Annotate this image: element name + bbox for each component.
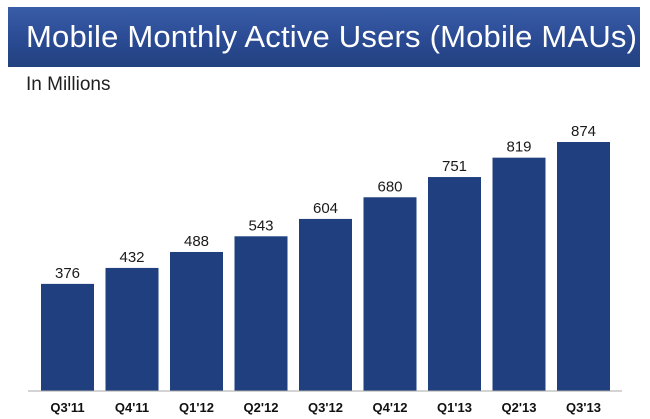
bar-Q4'11 xyxy=(105,267,159,391)
bar-Q3'12 xyxy=(299,218,352,391)
x-tick-label-Q4'11: Q4'11 xyxy=(115,400,149,415)
data-label-Q2'13: 819 xyxy=(506,139,531,156)
data-label-Q4'11: 432 xyxy=(119,249,144,266)
data-label-Q1'13: 751 xyxy=(442,158,467,175)
x-tick-label-Q1'13: Q1'13 xyxy=(437,400,472,415)
bar-Q4'12 xyxy=(363,197,417,391)
data-label-Q4'12: 680 xyxy=(377,178,402,195)
x-tick-label-Q2'13: Q2'13 xyxy=(502,400,537,415)
x-tick-label-Q3'12: Q3'12 xyxy=(308,400,343,415)
x-tick-label-Q1'12: Q1'12 xyxy=(179,400,214,415)
data-label-Q3'11: 376 xyxy=(55,265,80,282)
x-tick-labels-layer: Q3'11 Q4'11 Q1'12 Q2'12 Q3'12 Q4'12 Q1'13 Q2'13… xyxy=(50,400,601,415)
x-tick-label-Q3'13: Q3'13 xyxy=(566,400,601,415)
bar-Q1'12 xyxy=(170,251,223,391)
bar-Q1'13 xyxy=(428,177,481,391)
bar-Q2'13 xyxy=(492,157,546,391)
data-label-Q1'12: 488 xyxy=(184,233,209,250)
chart-subtitle: In Millions xyxy=(26,74,111,95)
data-label-Q2'12: 543 xyxy=(248,217,273,234)
bars-layer xyxy=(41,142,610,391)
x-tick-label-Q4'12: Q4'12 xyxy=(373,400,408,415)
chart-title: Mobile Monthly Active Users (Mobile MAUs… xyxy=(8,7,640,67)
data-label-Q3'12: 604 xyxy=(313,200,338,217)
data-label-Q3'13: 874 xyxy=(571,123,596,140)
x-tick-label-Q2'12: Q2'12 xyxy=(244,400,279,415)
bar-Q3'11 xyxy=(41,283,94,391)
bar-Q3'13 xyxy=(557,142,610,391)
x-tick-label-Q3'11: Q3'11 xyxy=(50,400,84,415)
value-labels-layer: 376 432 488 543 604 680 751 819 874 xyxy=(55,123,596,282)
bar-Q2'12 xyxy=(234,236,288,391)
